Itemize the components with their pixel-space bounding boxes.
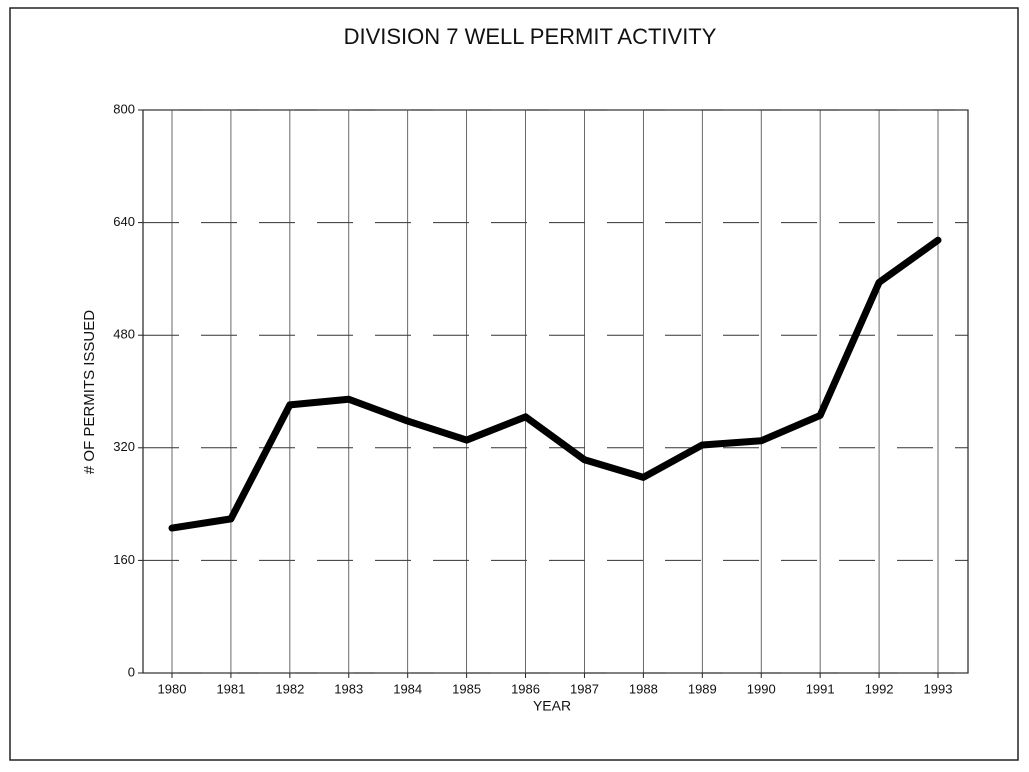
x-tick-label: 1993 [924,681,953,696]
plot-area: 0 160 320 480 640 800 1980 1981 1982 1983 1984 1985… [113,101,969,696]
x-tick-label: 1987 [570,681,599,696]
y-tick-label: 480 [113,327,135,342]
x-tick-label: 1988 [629,681,658,696]
y-axis-label: # OF PERMITS ISSUED [81,310,98,474]
x-tick-label: 1982 [275,681,304,696]
x-tick-label: 1984 [393,681,422,696]
y-tick-label: 0 [128,664,135,679]
y-tick-label: 320 [113,439,135,454]
x-tick-label: 1989 [688,681,717,696]
x-tick-label: 1990 [747,681,776,696]
y-tick-label: 800 [113,101,135,116]
x-axis-label: YEAR [533,698,571,714]
x-tick-label: 1981 [216,681,245,696]
x-tick-label: 1980 [158,681,187,696]
x-tick-label: 1986 [511,681,540,696]
y-tick-label: 640 [113,214,135,229]
x-tick-label: 1991 [806,681,835,696]
x-tick-label: 1992 [865,681,894,696]
x-tick-label: 1983 [334,681,363,696]
x-tick-label: 1985 [452,681,481,696]
y-tick-label: 160 [113,552,135,567]
data-line [168,236,942,532]
frame [9,7,1019,761]
chart-title: DIVISION 7 WELL PERMIT ACTIVITY [344,24,717,49]
plot-border [142,109,969,674]
